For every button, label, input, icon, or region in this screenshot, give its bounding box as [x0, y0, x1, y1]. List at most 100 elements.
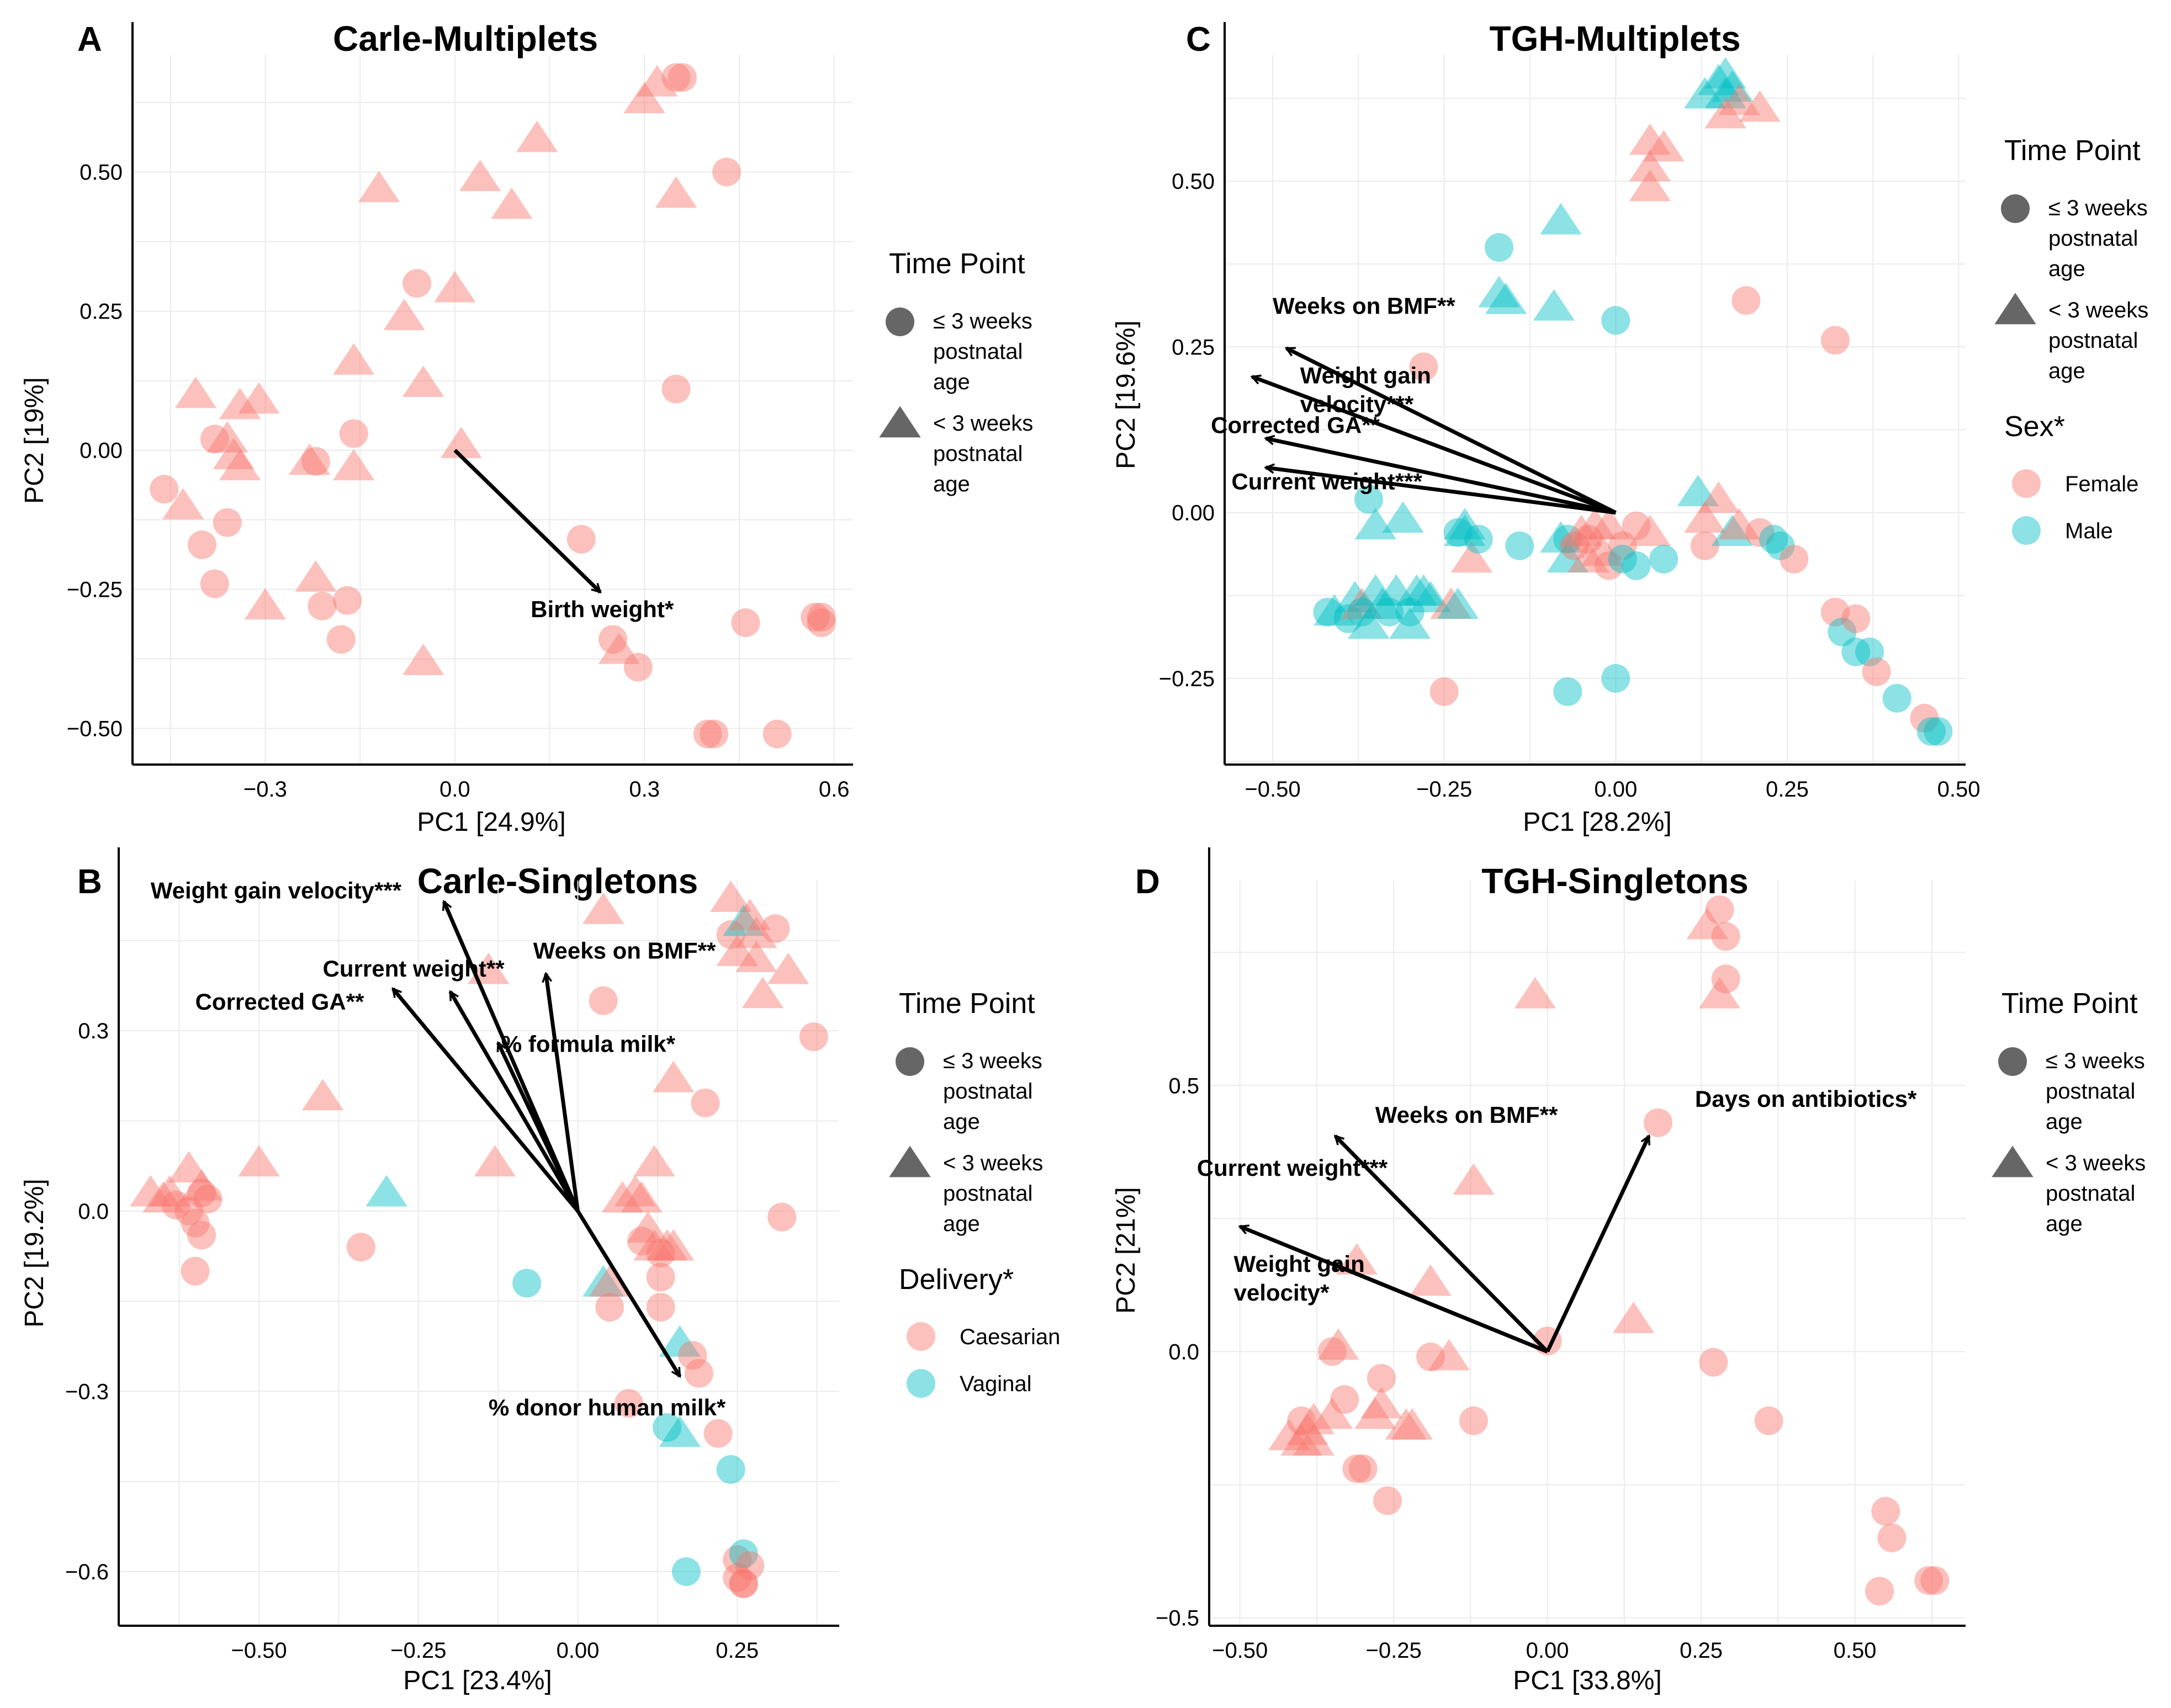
y-tick-label: 0.50: [1172, 169, 1215, 194]
data-point-circle: [1865, 1577, 1894, 1606]
data-point-triangle: [716, 935, 758, 967]
data-point-circle: [595, 1292, 624, 1322]
data-point-circle: [1916, 717, 1946, 746]
panel-letter: B: [77, 863, 102, 901]
data-point-circle: [1699, 1348, 1728, 1377]
data-point-circle: [1920, 1566, 1950, 1595]
loading-arrow: [1266, 468, 1616, 515]
data-point-triangle: [1268, 1419, 1310, 1451]
data-point-triangle: [646, 1229, 688, 1261]
data-point-triangle: [1677, 475, 1719, 506]
panel-letter: A: [77, 20, 102, 59]
arrow-label: Weight gain velocity*: [1234, 1251, 1365, 1306]
panel-letter: D: [1135, 863, 1160, 901]
data-point-circle: [1862, 657, 1891, 686]
data-point-triangle: [1629, 150, 1671, 182]
loading-arrows: Weight gain velocity*** Weeks on BMF** Cur…: [151, 878, 726, 1420]
data-point-circle: [1317, 1337, 1347, 1366]
loading-arrow: [1545, 1136, 1651, 1352]
data-point-triangle: [219, 388, 261, 420]
data-point-triangle: [238, 382, 280, 414]
data-point-circle: [716, 1455, 745, 1484]
loading-arrow: [576, 1210, 682, 1376]
data-point-circle: [1780, 544, 1809, 574]
data-point-circle: [566, 524, 596, 554]
arrow-label: % formula milk*: [501, 1031, 676, 1057]
data-point-triangle: [1739, 90, 1781, 122]
data-point-circle: [653, 1413, 682, 1442]
data-point-circle: [1820, 597, 1850, 627]
arrow-label: Days on antibiotics*: [1695, 1086, 1917, 1112]
data-point-triangle: [1684, 77, 1726, 109]
y-tick-label: −0.3: [65, 1380, 109, 1404]
arrow-label: Weeks on BMF**: [1273, 293, 1455, 319]
data-point-circle: [187, 530, 216, 559]
data-point-circle: [731, 608, 760, 637]
data-point-triangle: [1385, 1408, 1427, 1440]
data-point-circle: [1745, 518, 1775, 547]
y-axis-label: PC2 [19.6%]: [1111, 320, 1141, 469]
data-point-circle: [1871, 1497, 1900, 1526]
loading-arrow: [1286, 346, 1617, 514]
data-point-triangle: [1362, 587, 1404, 619]
data-point-circle: [723, 1563, 752, 1592]
x-axis-label: PC1 [24.9%]: [417, 808, 565, 837]
data-point-triangle: [598, 632, 640, 664]
data-point-circle: [1841, 604, 1871, 633]
data-point-circle: [1711, 922, 1740, 951]
data-point-circle: [646, 1239, 675, 1267]
data-point-triangle: [1410, 1264, 1452, 1296]
data-point-circle: [693, 719, 722, 749]
data-point-circle: [1375, 597, 1404, 627]
arrow-label: Current weight***: [1197, 1155, 1388, 1181]
data-point-triangle: [238, 1145, 280, 1177]
legend-title: Time Point: [899, 988, 1035, 1020]
arrow-label: Current weight**: [323, 956, 505, 982]
data-point-circle: [668, 63, 697, 92]
x-tick-label: 0.00: [1526, 1638, 1569, 1663]
data-point-triangle: [1643, 130, 1685, 162]
data-point-triangle: [1354, 1397, 1396, 1429]
legend-group-marker: [907, 1322, 935, 1351]
axes: −0.50 −0.25 0.00 0.25 0.50 −0.25 0.00 0.25 0.50: [1159, 22, 1981, 802]
legend: Time Point ≤ 3 weeks postnatal age < 3 weeks…: [889, 988, 1060, 1398]
x-tick-label: 0.25: [1680, 1638, 1723, 1663]
data-point-circle: [1347, 597, 1376, 627]
data-point-circle: [712, 157, 742, 187]
arrow-label: Corrected GA**: [195, 989, 364, 1015]
legend-triangle-marker: [1992, 1145, 2034, 1177]
data-point-circle: [807, 608, 836, 637]
data-point-triangle: [636, 65, 678, 97]
data-point-triangle: [1581, 534, 1623, 566]
loading-arrow: [546, 974, 580, 1212]
data-point-triangle: [1704, 77, 1746, 109]
arrow-label: Weeks on BMF**: [1375, 1102, 1558, 1128]
data-point-triangle: [206, 421, 248, 453]
data-point-triangle: [1629, 169, 1671, 201]
data-point-triangle: [1402, 574, 1445, 606]
data-point-triangle: [301, 1079, 344, 1111]
data-point-circle: [333, 586, 362, 615]
y-axis-label: PC2 [19.2%]: [20, 1179, 49, 1327]
axes: −0.50 −0.25 0.00 0.25 −0.6 −0.3 0.0 0.3: [65, 847, 839, 1663]
data-point-circle: [1553, 677, 1582, 706]
legend-title: Time Point: [2004, 135, 2141, 167]
data-point-circle: [174, 1196, 204, 1226]
data-point-triangle: [149, 1175, 191, 1207]
legend-group-marker: [907, 1369, 935, 1398]
data-point-circle: [181, 1208, 210, 1238]
data-point-circle: [339, 419, 368, 448]
data-point-circle: [1287, 1406, 1316, 1435]
y-tick-label: 0.00: [80, 439, 123, 463]
legend-circle-marker: [2001, 194, 2030, 223]
legend-circle-marker: [896, 1047, 924, 1076]
legend-triangle-marker: [889, 1145, 931, 1177]
data-point-triangle: [1430, 587, 1472, 619]
data-point-triangle: [1588, 508, 1630, 540]
y-tick-label: −0.6: [65, 1560, 109, 1584]
data-point-circle: [1882, 683, 1911, 713]
data-point-triangle: [358, 171, 400, 203]
data-point-circle: [1416, 1343, 1445, 1372]
x-tick-label: 0.0: [440, 777, 470, 802]
